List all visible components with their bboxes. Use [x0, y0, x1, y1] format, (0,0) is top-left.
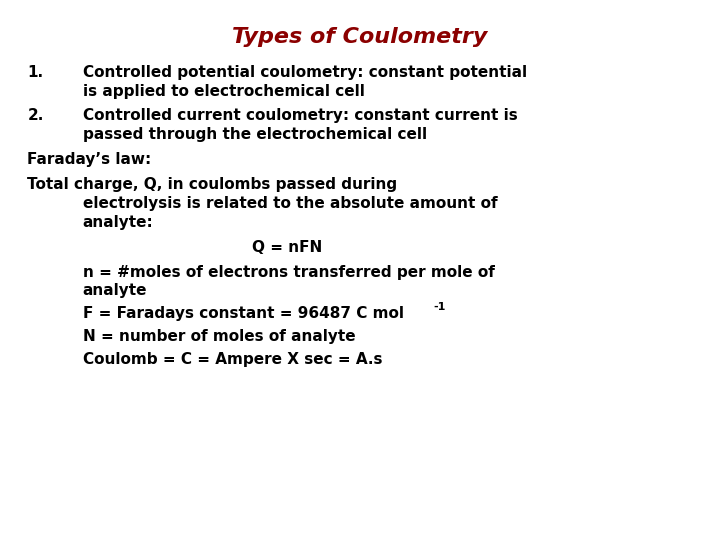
Text: Faraday’s law:: Faraday’s law: — [27, 152, 152, 167]
Text: Q = nFN: Q = nFN — [252, 240, 323, 255]
Text: Controlled potential coulometry: constant potential: Controlled potential coulometry: constan… — [83, 65, 527, 80]
Text: Types of Coulometry: Types of Coulometry — [233, 27, 487, 47]
Text: electrolysis is related to the absolute amount of: electrolysis is related to the absolute … — [83, 196, 498, 211]
Text: F = Faradays constant = 96487 C mol: F = Faradays constant = 96487 C mol — [83, 306, 404, 321]
Text: analyte:: analyte: — [83, 215, 153, 230]
Text: is applied to electrochemical cell: is applied to electrochemical cell — [83, 84, 364, 99]
Text: 1.: 1. — [27, 65, 43, 80]
Text: passed through the electrochemical cell: passed through the electrochemical cell — [83, 127, 427, 142]
Text: n = #moles of electrons transferred per mole of: n = #moles of electrons transferred per … — [83, 265, 495, 280]
Text: N = number of moles of analyte: N = number of moles of analyte — [83, 329, 356, 344]
Text: Coulomb = C = Ampere X sec = A.s: Coulomb = C = Ampere X sec = A.s — [83, 352, 382, 367]
Text: Controlled current coulometry: constant current is: Controlled current coulometry: constant … — [83, 108, 518, 123]
Text: -1: -1 — [433, 302, 446, 313]
Text: analyte: analyte — [83, 284, 148, 299]
Text: Total charge, Q, in coulombs passed during: Total charge, Q, in coulombs passed duri… — [27, 177, 397, 192]
Text: 2.: 2. — [27, 108, 44, 123]
